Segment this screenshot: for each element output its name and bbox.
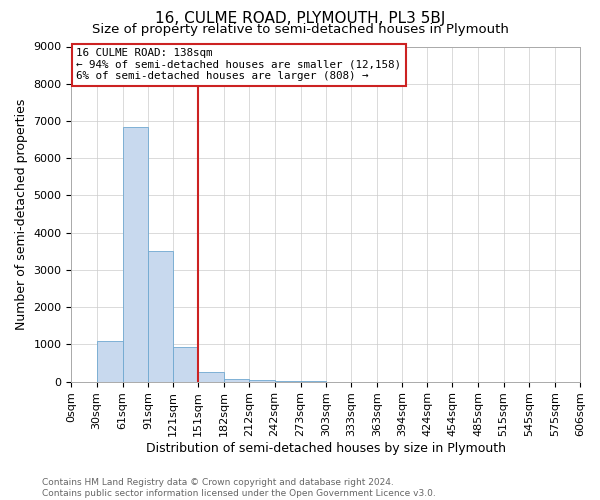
Text: 16, CULME ROAD, PLYMOUTH, PL3 5BJ: 16, CULME ROAD, PLYMOUTH, PL3 5BJ: [155, 11, 445, 26]
Bar: [250, 380, 275, 382]
Text: Size of property relative to semi-detached houses in Plymouth: Size of property relative to semi-detach…: [92, 22, 508, 36]
X-axis label: Distribution of semi-detached houses by size in Plymouth: Distribution of semi-detached houses by …: [146, 442, 506, 455]
Y-axis label: Number of semi-detached properties: Number of semi-detached properties: [15, 98, 28, 330]
Text: 16 CULME ROAD: 138sqm
← 94% of semi-detached houses are smaller (12,158)
6% of s: 16 CULME ROAD: 138sqm ← 94% of semi-deta…: [76, 48, 401, 82]
Bar: [198, 372, 224, 382]
Bar: [148, 251, 173, 382]
Bar: [224, 379, 250, 382]
Text: Contains HM Land Registry data © Crown copyright and database right 2024.
Contai: Contains HM Land Registry data © Crown c…: [42, 478, 436, 498]
Bar: [97, 341, 122, 382]
Bar: [173, 346, 198, 382]
Bar: [122, 126, 148, 382]
